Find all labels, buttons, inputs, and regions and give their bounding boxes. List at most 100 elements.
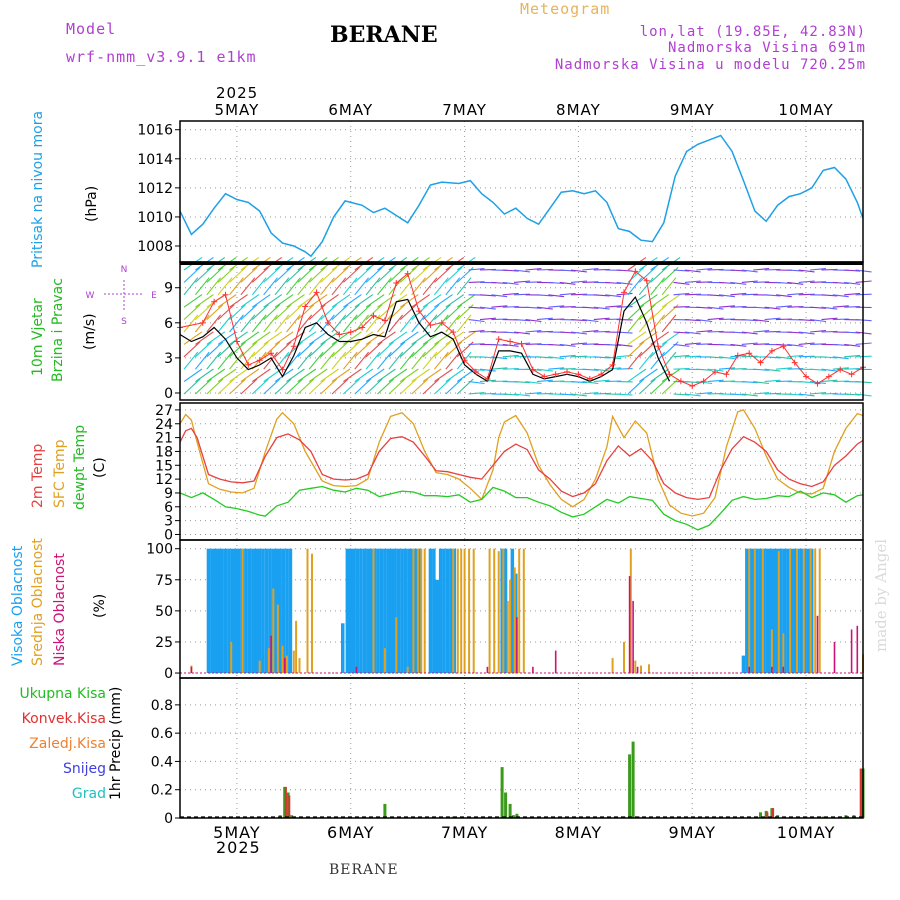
wind-arrow-549 <box>741 393 758 397</box>
mid-cloud-bar-29 <box>493 548 496 673</box>
compass-cross <box>104 280 144 310</box>
wind-arrow-385 <box>582 268 599 271</box>
gust-marker-16 <box>370 312 377 319</box>
wind-arrow-27 <box>206 314 222 333</box>
low-cloud-bar-1 <box>270 635 272 673</box>
wind-arrow-509 <box>707 306 724 310</box>
mid-cloud-bar-38 <box>623 641 625 673</box>
high-cloud-bar-36 <box>379 548 384 673</box>
mid-cloud-bar-15 <box>383 648 386 674</box>
wind-arrow-134 <box>320 277 335 296</box>
wind-arrow-15 <box>195 304 212 321</box>
wind-arrow-93 <box>274 314 290 333</box>
wind-arrow-151 <box>331 351 347 370</box>
wind-arrow-159 <box>342 314 358 333</box>
wind-arrow-315 <box>502 354 519 358</box>
wind-arrow-474 <box>673 281 690 285</box>
high-cloud-bar-77 <box>799 548 804 673</box>
mid-cloud-bar-47 <box>777 551 780 673</box>
high-cloud-bar-45 <box>410 548 414 673</box>
wind-arrow-208 <box>388 378 406 395</box>
wind-arrow-383 <box>570 381 588 384</box>
wind-arrow-41 <box>217 351 233 370</box>
high-cloud-bar-78 <box>803 548 807 673</box>
high-cloud-bar-25 <box>341 623 345 673</box>
high-cloud-bar-0 <box>206 548 211 673</box>
high-cloud-bar-46 <box>413 548 418 673</box>
high-cloud-bar-50 <box>435 579 439 673</box>
low-cloud-bar-6 <box>532 666 534 673</box>
gust-marker-36 <box>598 371 605 378</box>
wind-arrow-28 <box>206 331 226 345</box>
wind-arrow-259 <box>445 331 465 345</box>
wind-arrow-514 <box>707 368 724 372</box>
wind-arrow-370 <box>559 354 576 358</box>
gust-marker-41 <box>655 343 662 350</box>
wind-arrow-369 <box>559 343 576 347</box>
gust-marker-47 <box>723 371 730 378</box>
wind-arrow-443 <box>638 294 658 308</box>
gust-marker-23 <box>450 329 457 336</box>
wind-arrow-478 <box>673 331 690 334</box>
wind-arrow-140 <box>320 351 335 370</box>
low-cloud-bar-17 <box>856 625 859 673</box>
wind-arrow-604 <box>798 393 815 397</box>
wind-arrow-540 <box>741 280 758 283</box>
wind-arrow-238 <box>422 341 440 358</box>
wind-arrow-129 <box>308 351 324 370</box>
mid-cloud-bar-13 <box>311 553 313 674</box>
wind-arrow-213 <box>399 304 417 321</box>
high-cloud-bar-1 <box>210 548 214 673</box>
wind-arrow-442 <box>638 277 654 296</box>
gust-marker-18 <box>393 280 400 287</box>
wind-arrow-63 <box>240 351 256 370</box>
wind-arrow-73 <box>251 341 269 358</box>
wind-arrow-234 <box>422 294 442 308</box>
wind-arrow-184 <box>365 351 381 370</box>
wind-arrow-106 <box>286 341 303 358</box>
mid-cloud-bar-31 <box>502 548 505 673</box>
wind-arrow-13 <box>194 277 210 296</box>
wind-arrow-46 <box>229 277 244 296</box>
wind-arrow-133 <box>320 266 338 283</box>
high-cloud-bar-35 <box>376 548 380 673</box>
wind-arrow-108 <box>286 368 305 383</box>
y-tick-label-0-0: 1008 <box>137 239 173 255</box>
wind-arrow-414 <box>605 356 622 360</box>
wind-arrow-124 <box>308 294 328 308</box>
high-cloud-bar-8 <box>234 548 238 673</box>
wind-arrow-575 <box>775 305 792 308</box>
wind-arrow-598 <box>798 319 815 322</box>
total-precip-bar-1 <box>283 786 287 818</box>
x-tick-label-top-0: 5MAY <box>215 101 260 119</box>
wind-arrow-458 <box>650 341 668 358</box>
high-cloud-bar-70 <box>775 548 780 673</box>
wind-arrow-21 <box>195 378 212 395</box>
wind-arrow-83 <box>263 331 283 345</box>
mid-cloud-bar-54 <box>818 548 821 673</box>
wind-arrow-146 <box>331 294 351 308</box>
wind-arrow-120 <box>297 378 315 395</box>
wind-arrow-142 <box>320 378 338 395</box>
wind-arrow-538 <box>730 393 747 396</box>
wind-arrow-50 <box>229 331 248 345</box>
panel-frame-0 <box>179 120 864 263</box>
gust-marker-57 <box>837 366 844 373</box>
wind-arrow-444 <box>638 304 656 321</box>
wind-arrow-138 <box>320 331 339 345</box>
elevation-label: Nadmorska Visina 691m <box>667 40 866 56</box>
high-cloud-bar-71 <box>779 548 783 673</box>
wind-arrow-459 <box>650 351 666 370</box>
wind-arrow-153 <box>331 378 349 395</box>
total-precip-bar-14 <box>631 741 635 818</box>
low-cloud-bar-3 <box>355 666 358 673</box>
gust-marker-29 <box>518 340 525 347</box>
wind-arrow-245 <box>434 294 453 308</box>
wind-arrow-266 <box>456 277 472 296</box>
mid-cloud-bar-9 <box>292 650 295 673</box>
wind-arrow-573 <box>775 281 792 285</box>
wind-arrow-543 <box>741 319 758 322</box>
high-cloud-bar-34 <box>372 548 377 673</box>
wind-arrow-251 <box>434 368 453 383</box>
gust-marker-56 <box>825 373 832 380</box>
